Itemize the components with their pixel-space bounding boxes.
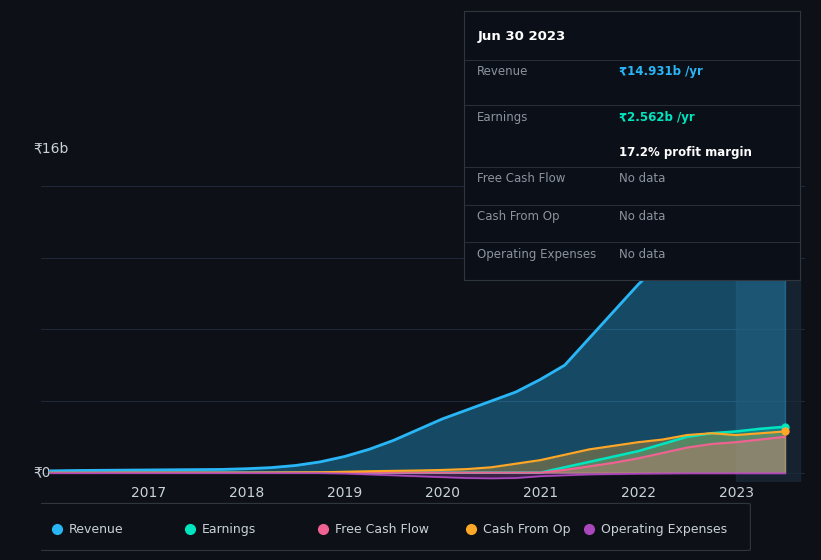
- Text: Operating Expenses: Operating Expenses: [601, 522, 727, 536]
- Text: ₹16b: ₹16b: [34, 142, 69, 156]
- Text: Free Cash Flow: Free Cash Flow: [477, 172, 566, 185]
- Text: Cash From Op: Cash From Op: [483, 522, 571, 536]
- Text: No data: No data: [619, 248, 665, 261]
- Text: ₹2.562b /yr: ₹2.562b /yr: [619, 111, 695, 124]
- Text: Jun 30 2023: Jun 30 2023: [477, 30, 566, 43]
- Text: ₹0: ₹0: [34, 466, 51, 479]
- Text: ₹14.931b /yr: ₹14.931b /yr: [619, 65, 703, 78]
- Text: Earnings: Earnings: [477, 111, 529, 124]
- Bar: [736, 168, 800, 482]
- Text: Cash From Op: Cash From Op: [477, 210, 560, 223]
- Text: No data: No data: [619, 210, 665, 223]
- Text: No data: No data: [619, 172, 665, 185]
- Text: 17.2% profit margin: 17.2% profit margin: [619, 146, 751, 158]
- Text: Revenue: Revenue: [477, 65, 529, 78]
- Text: Earnings: Earnings: [202, 522, 256, 536]
- Text: Operating Expenses: Operating Expenses: [477, 248, 597, 261]
- Text: Free Cash Flow: Free Cash Flow: [335, 522, 429, 536]
- Text: Revenue: Revenue: [69, 522, 124, 536]
